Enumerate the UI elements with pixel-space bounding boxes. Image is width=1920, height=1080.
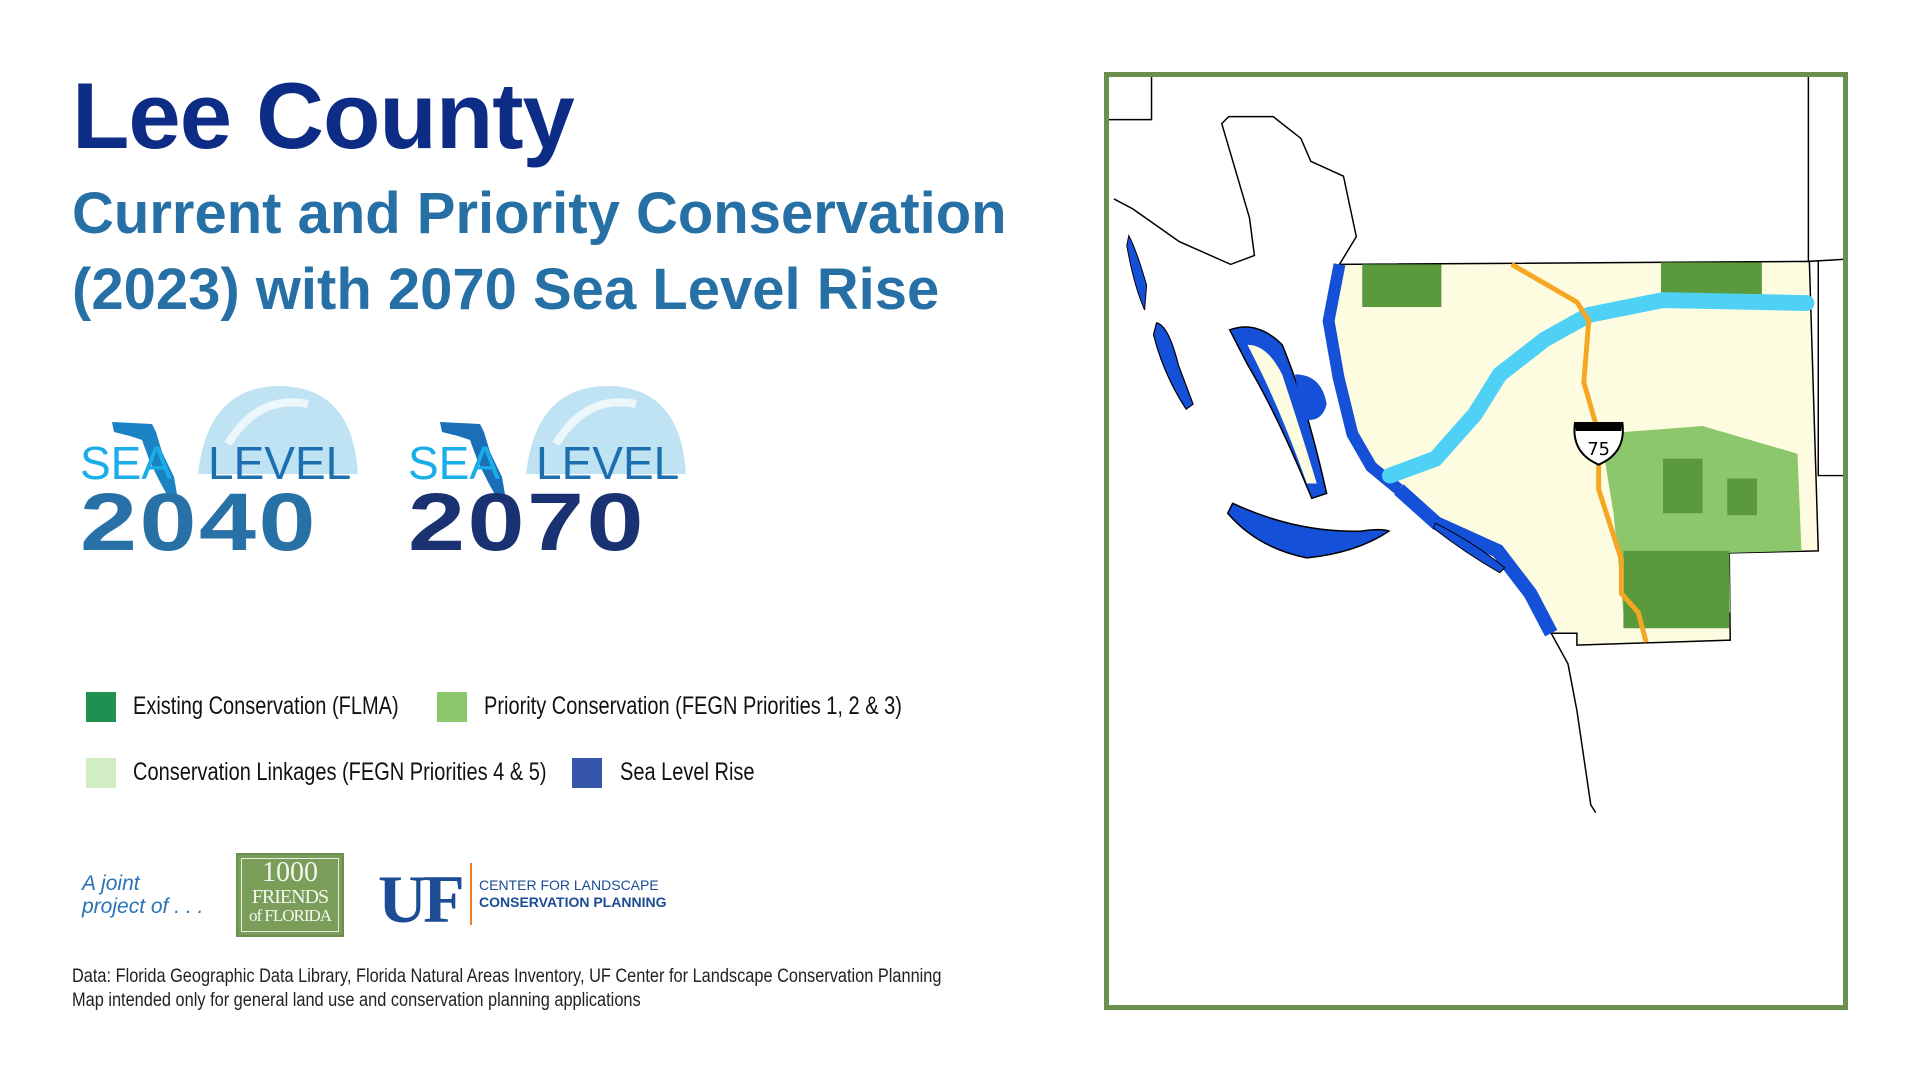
data-source-note: Data: Florida Geographic Data Library, F… <box>72 966 942 987</box>
wave-icon <box>526 385 686 474</box>
logo-sea-text: SEA <box>408 437 501 489</box>
friends-line-3: of FLORIDA <box>248 906 332 925</box>
clcp-line-1: CENTER FOR LANDSCAPE <box>479 877 659 893</box>
logo-level-text: LEVEL <box>536 437 680 489</box>
clcp-line-2: CONSERVATION PLANNING <box>479 894 667 910</box>
legend-label-slr: Sea Level Rise <box>620 758 755 786</box>
county-land <box>1322 260 1820 646</box>
joint-line-2: project of . . . <box>82 895 204 918</box>
joint-project-text: A joint project of . . . <box>82 872 203 918</box>
map-frame: 75 <box>1104 72 1848 1010</box>
sea-level-2040-logo: SEA LEVEL 2040 <box>78 384 358 568</box>
lee-county-map: 75 <box>1109 77 1844 814</box>
logo-year-text: 2040 <box>80 477 319 568</box>
legend-swatch-existing <box>86 692 116 722</box>
legend-label-priority: Priority Conservation (FEGN Priorities 1… <box>484 692 902 720</box>
friends-line-2: FRIENDS <box>251 886 329 908</box>
legend-swatch-linkages <box>86 758 116 788</box>
subtitle-line-1: Current and Priority Conservation <box>72 181 1007 246</box>
logo-sea-text: SEA <box>80 437 173 489</box>
logo-year-text: 2070 <box>408 477 647 568</box>
joint-line-1: A joint <box>82 872 140 895</box>
page-title: Lee County <box>72 63 575 168</box>
interstate-75-shield: 75 <box>1573 422 1624 466</box>
highway-label: 75 <box>1587 439 1610 460</box>
florida-icon <box>112 422 178 500</box>
uf-logo: UF <box>378 861 465 937</box>
1000-friends-logo: 1000 FRIENDS of FLORIDA <box>236 853 344 937</box>
barrier-islands <box>1126 234 1506 574</box>
subtitle-line-2: (2023) with 2070 Sea Level Rise <box>72 257 940 322</box>
sea-level-2070-logo: SEA LEVEL 2070 <box>406 384 686 568</box>
disclaimer-note: Map intended only for general land use a… <box>72 990 641 1011</box>
uf-divider <box>470 863 472 925</box>
legend-swatch-slr <box>572 758 602 788</box>
friends-line-1: 1000 <box>262 857 318 888</box>
legend-label-linkages: Conservation Linkages (FEGN Priorities 4… <box>133 758 547 786</box>
legend-label-existing: Existing Conservation (FLMA) <box>133 692 399 720</box>
legend-swatch-priority <box>437 692 467 722</box>
logo-level-text: LEVEL <box>208 437 352 489</box>
wave-icon <box>198 385 358 474</box>
florida-icon <box>440 422 506 500</box>
